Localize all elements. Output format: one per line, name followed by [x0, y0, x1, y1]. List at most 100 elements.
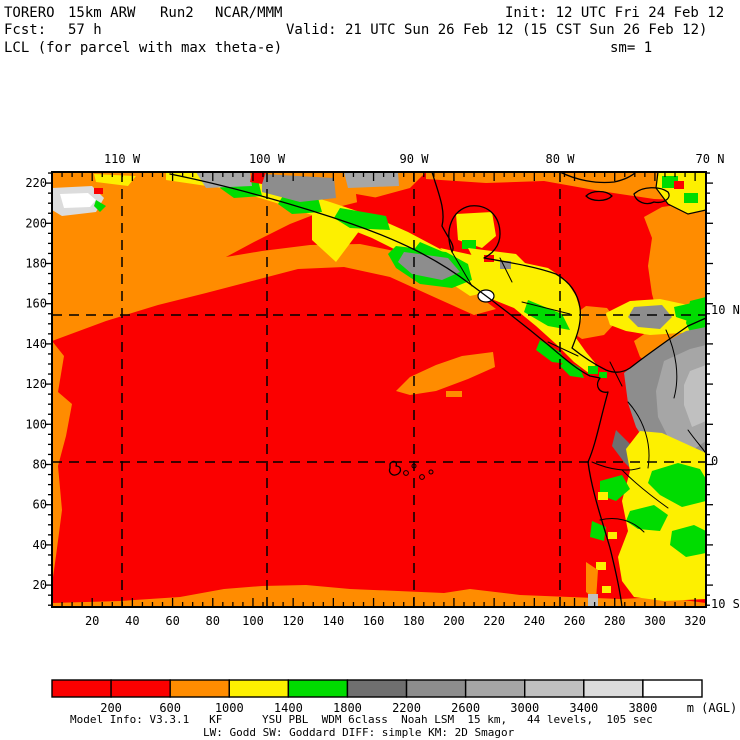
left-axis-tick-label: 160 [25, 297, 47, 311]
island-hispaniola-outline [633, 187, 670, 205]
region-orange-upper-left [52, 172, 496, 341]
region-sierra-nevada-gray [628, 305, 672, 329]
colorbar-level-label: 2200 [392, 701, 421, 715]
model-info-line2: LW: Godd SW: Goddard DIFF: simple KM: 2D… [203, 726, 515, 739]
colorbar-level-label: 2600 [451, 701, 480, 715]
region-panama-green-2 [599, 372, 607, 378]
region-coast-orange-bit [586, 562, 598, 600]
region-mexico-highland-gray-1 [196, 172, 252, 188]
colorbar-cell [464, 679, 526, 698]
bottom-axis-tick-label: 240 [523, 614, 545, 628]
region-yucatan-green [462, 240, 476, 249]
region-mexico-red-notch [250, 172, 266, 184]
region-antilles-red-speck [674, 181, 684, 189]
colorbar-cell [110, 679, 171, 698]
bottom-axis-tick-label: 300 [644, 614, 666, 628]
colorbar-level-label: 1000 [215, 701, 244, 715]
bottom-axis-tick-label: 160 [363, 614, 385, 628]
top-axis-longitude-label: 110 W [104, 152, 141, 166]
region-costarica-green-2 [560, 360, 584, 378]
colorbar-legend: 200 600 1000 1400 1800 2200 2600 3000 3400 3800 m … [51, 679, 737, 715]
region-panama-green-1 [588, 366, 598, 374]
region-topleft-white-core [60, 193, 96, 208]
left-axis-tick-label: 80 [33, 458, 47, 472]
left-axis-tick-label: 140 [25, 337, 47, 351]
region-costarica-green-1 [536, 340, 568, 364]
colorbar-level-label: 3000 [510, 701, 539, 715]
region-yellow-fleck-4 [602, 586, 611, 593]
region-mexico-highland-gray-2 [262, 174, 336, 202]
map-frame [51, 171, 707, 608]
model-run: Run2 [160, 5, 194, 21]
colorbar-level-label: 1400 [274, 701, 303, 715]
right-axis-latitude-label: 10 S [711, 597, 740, 611]
left-axis-tick-label: 120 [25, 377, 47, 391]
left-axis-tick-label: 20 [33, 578, 47, 592]
region-antilles-green-2 [684, 193, 698, 203]
header: TORERO 15km ARW Run2 NCAR/MMM Init: 12 U… [0, 0, 740, 60]
colorbar-cell [228, 679, 290, 698]
bottom-axis-tick-label: 280 [604, 614, 626, 628]
left-axis-tick-label: 100 [25, 417, 47, 431]
smoothing-label: sm= 1 [610, 40, 653, 56]
left-axis-tick-label: 60 [33, 498, 47, 512]
top-axis-longitude-label: 80 W [546, 152, 576, 166]
contour-fill-regions [52, 171, 707, 607]
left-axis-tick-label: 40 [33, 538, 47, 552]
region-mexico-highland-gray-3 [344, 172, 399, 188]
valid-time: Valid: 21 UTC Sun 26 Feb 12 (15 CST Sun … [286, 22, 708, 38]
region-amazon-green-3 [670, 525, 706, 557]
colorbar-cell [169, 679, 230, 698]
right-axis-latitude-label: 0 [711, 454, 718, 468]
colorbar-level-label: 3400 [569, 701, 598, 715]
region-amazon-green-1 [648, 463, 706, 507]
island-jamaica-outline [585, 190, 613, 202]
region-topleft-red-speck [94, 188, 103, 194]
left-axis-tick-label: 200 [25, 216, 47, 230]
top-axis-longitude-label: 100 W [249, 152, 286, 166]
colorbar-cell [583, 679, 644, 698]
region-mexico-red-patch [356, 194, 392, 212]
bottom-axis-tick-label: 140 [323, 614, 345, 628]
colorbar-cell [51, 679, 112, 698]
region-yellow-fleck-1 [598, 492, 608, 500]
region-orange-bottom-strip [52, 585, 706, 607]
init-time: Init: 12 UTC Fri 24 Feb 12 [505, 5, 725, 21]
region-coast-green-sw [590, 521, 606, 541]
region-yellow-streak-topleft [94, 174, 136, 186]
colorbar-cell [346, 679, 408, 698]
region-honduras-gray-dot [500, 261, 511, 269]
region-orange-left-strip [52, 341, 72, 584]
bottom-axis-tick-label: 180 [403, 614, 425, 628]
bottom-axis-tick-label: 100 [242, 614, 264, 628]
colorbar-level-label: 600 [159, 701, 181, 715]
colorbar-cell [405, 679, 467, 698]
latlon-gridlines [52, 172, 706, 607]
bottom-axis-tick-label: 200 [443, 614, 465, 628]
model-org: NCAR/MMM [215, 5, 283, 21]
region-yucatan-yellow [456, 212, 496, 248]
colorbar-cell [642, 679, 703, 698]
model-info-line1: Model Info: V3.3.1 KF YSU PBL WDM 6class… [70, 713, 653, 726]
region-orange-speck [446, 391, 462, 397]
model-resolution: 15km ARW [68, 5, 136, 21]
colorbar-cell [287, 679, 349, 698]
bottom-axis-tick-label: 320 [684, 614, 706, 628]
bottom-axis-tick-label: 60 [165, 614, 179, 628]
region-mexico-green-3 [334, 208, 390, 230]
region-yellow-fleck-3 [596, 562, 606, 570]
colorbar-level-label: 200 [100, 701, 122, 715]
colorbar-level-label: 3800 [628, 701, 657, 715]
bottom-axis-tick-label: 260 [564, 614, 586, 628]
top-axis-longitude-label: 90 W [400, 152, 430, 166]
colorbar-level-label: 1800 [333, 701, 362, 715]
top-axis-longitude-label: 70 N [696, 152, 725, 166]
left-axis-tick-label: 220 [25, 176, 47, 190]
model-name: TORERO [4, 5, 55, 21]
region-andes-gray-core [684, 365, 706, 427]
bottom-axis-tick-label: 120 [282, 614, 304, 628]
region-amazon-green-2 [626, 505, 668, 531]
bottom-axis-tick-label: 40 [125, 614, 139, 628]
axes: 20 40 60 80 100 120 140 160 180 200 220 240 260 280 30… [25, 152, 740, 628]
